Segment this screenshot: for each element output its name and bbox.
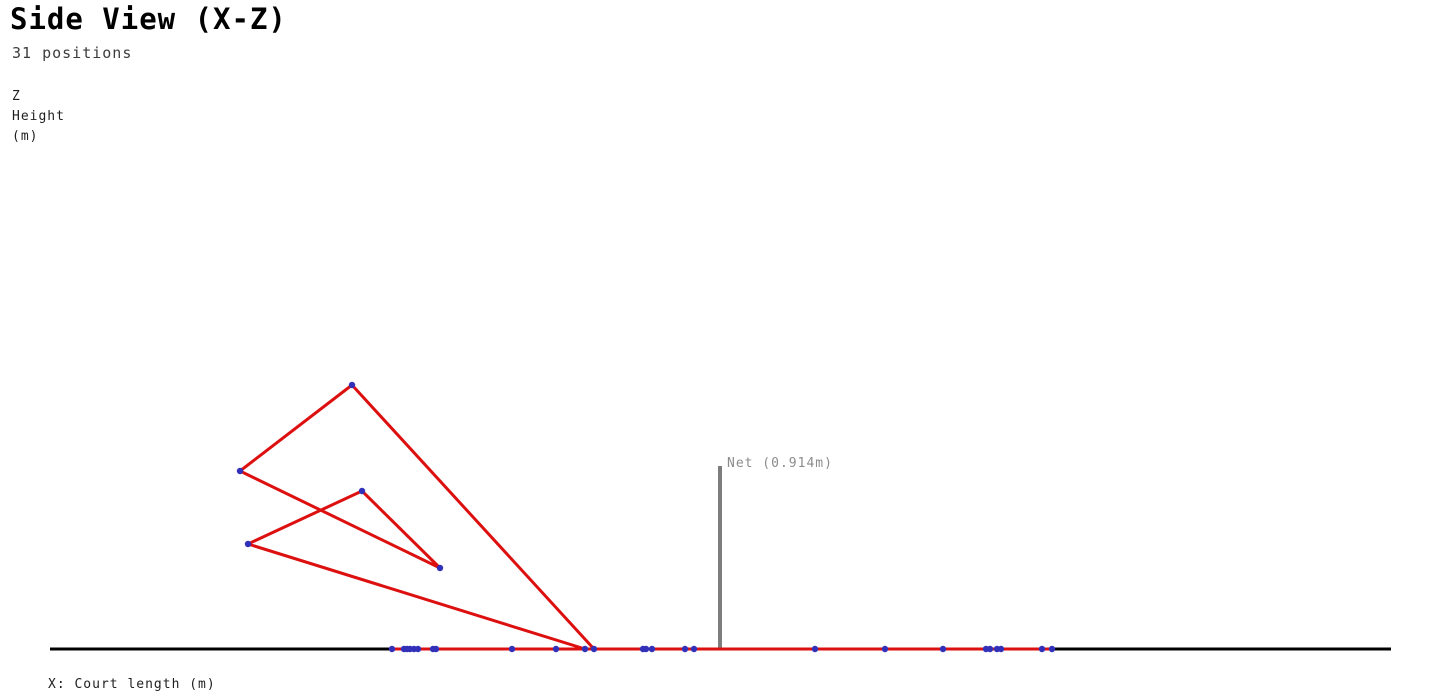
- position-marker: [552, 645, 560, 653]
- position-marker: [811, 645, 819, 653]
- position-marker: [1038, 645, 1046, 653]
- position-marker: [986, 645, 994, 653]
- net-height-label: Net (0.914m): [727, 456, 833, 471]
- position-marker: [436, 564, 444, 572]
- trajectory-air-segment: [246, 489, 364, 546]
- page-title: Side View (X-Z): [10, 2, 287, 36]
- trajectory-air-segment: [238, 383, 354, 473]
- position-marker: [432, 645, 440, 653]
- position-marker: [590, 645, 598, 653]
- position-marker: [648, 645, 656, 653]
- position-marker: [414, 645, 422, 653]
- y-axis-label-line2: Height: [12, 109, 65, 124]
- position-marker: [681, 645, 689, 653]
- position-marker: [581, 645, 589, 653]
- position-marker: [236, 467, 244, 475]
- position-marker: [881, 645, 889, 653]
- position-marker: [244, 540, 252, 548]
- trajectory-air-segment: [360, 489, 442, 570]
- position-marker: [939, 645, 947, 653]
- trajectory-air-segment: [246, 542, 587, 651]
- position-marker: [388, 645, 396, 653]
- position-marker: [348, 381, 356, 389]
- y-axis-label-line3: (m): [12, 129, 39, 144]
- position-marker: [508, 645, 516, 653]
- x-axis-label: X: Court length (m): [48, 677, 216, 692]
- position-marker: [1048, 645, 1056, 653]
- position-marker: [690, 645, 698, 653]
- trajectory-air-segment: [350, 383, 596, 651]
- position-count-subtitle: 31 positions: [12, 44, 133, 62]
- position-marker: [642, 645, 650, 653]
- position-marker: [358, 487, 366, 495]
- position-marker: [997, 645, 1005, 653]
- trajectory-air-segment: [238, 469, 442, 570]
- y-axis-label-line1: Z: [12, 89, 21, 104]
- y-axis-label: Z Height (m): [12, 87, 65, 147]
